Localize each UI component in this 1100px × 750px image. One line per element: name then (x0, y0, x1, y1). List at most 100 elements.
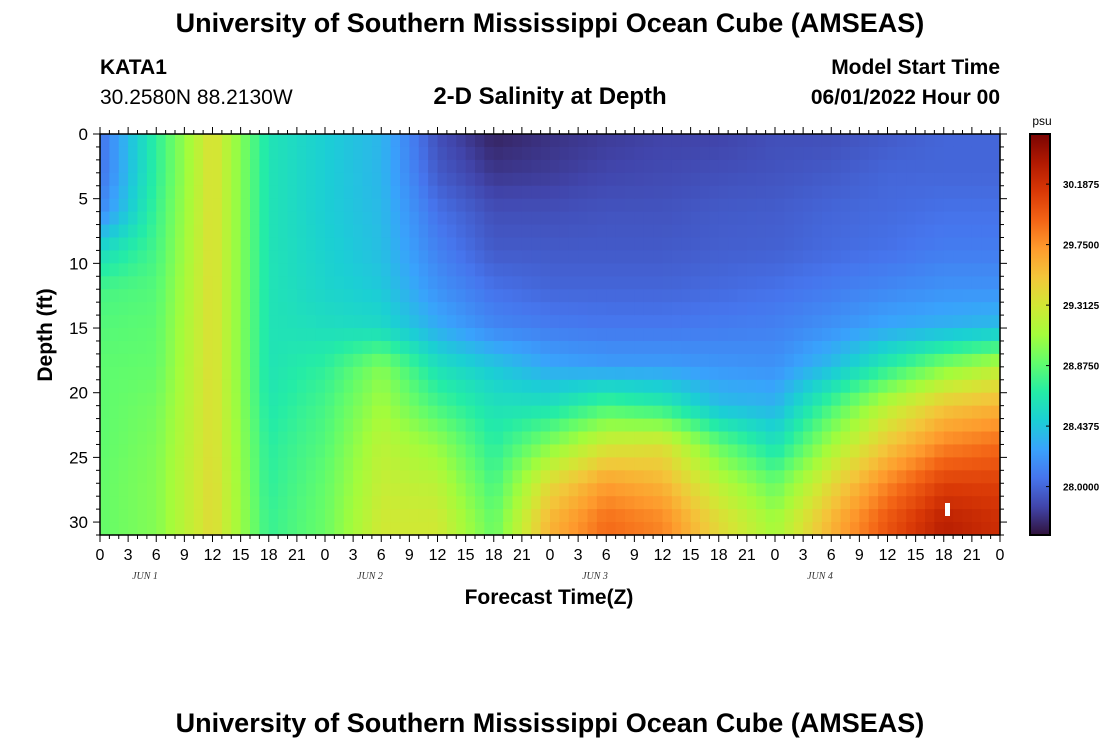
heatmap-cell (409, 431, 420, 446)
heatmap-cell (428, 302, 439, 316)
heatmap-cell (156, 496, 167, 510)
heatmap-cell (109, 328, 120, 342)
heatmap-cell (615, 146, 626, 161)
heatmap-cell (296, 457, 307, 471)
heatmap-cell (887, 224, 898, 239)
heatmap-cell (250, 405, 260, 420)
heatmap-cell (409, 522, 420, 536)
heatmap-cell (390, 302, 401, 316)
heatmap-cell (606, 470, 617, 484)
heatmap-cell (568, 328, 579, 342)
heatmap-cell (981, 237, 992, 252)
heatmap-cell (868, 159, 879, 174)
heatmap-cell (634, 302, 645, 316)
heatmap-cell (268, 289, 279, 303)
heatmap-cell (212, 315, 223, 329)
heatmap-cell (671, 159, 682, 174)
heatmap-cell (409, 134, 420, 148)
heatmap-cell (193, 353, 204, 368)
heatmap-cell (390, 134, 401, 148)
heatmap-cell (606, 444, 617, 458)
heatmap-cell (671, 315, 682, 329)
heatmap-cell (559, 353, 570, 368)
heatmap-cell (268, 509, 279, 523)
heatmap-cell (962, 405, 973, 420)
heatmap-cell (653, 198, 664, 213)
heatmap-cell (671, 366, 682, 381)
heatmap-cell (887, 302, 898, 316)
heatmap-cell (615, 418, 626, 433)
heatmap-cell (540, 276, 551, 290)
heatmap-cell (803, 146, 814, 161)
heatmap-cell (259, 315, 270, 329)
heatmap-cell (615, 289, 626, 303)
heatmap-cell (821, 198, 832, 213)
heatmap-cell (625, 302, 635, 316)
heatmap-cell (503, 198, 514, 213)
heatmap-cell (990, 159, 1001, 174)
heatmap-cell (671, 457, 682, 471)
heatmap-cell (371, 522, 382, 536)
heatmap-cell (268, 470, 279, 484)
heatmap-cell (831, 328, 842, 342)
heatmap-cell (568, 211, 579, 226)
heatmap-cell (690, 405, 701, 420)
heatmap-cell (850, 237, 860, 252)
heatmap-cell (559, 340, 570, 355)
heatmap-cell (568, 522, 579, 536)
heatmap-cell (850, 366, 860, 381)
heatmap-cell (896, 431, 907, 446)
heatmap-cell (184, 509, 195, 523)
heatmap-cell (737, 224, 748, 239)
heatmap-cell (165, 302, 176, 316)
heatmap-cell (306, 185, 317, 200)
heatmap-cell (475, 172, 485, 187)
heatmap-cell (587, 146, 598, 161)
heatmap-cell (212, 431, 223, 446)
heatmap-cell (250, 444, 260, 458)
heatmap-cell (653, 159, 664, 174)
heatmap-cell (634, 470, 645, 484)
heatmap-cell (137, 250, 148, 264)
heatmap-cell (775, 496, 785, 510)
heatmap-cell (446, 470, 457, 484)
heatmap-cell (700, 431, 710, 446)
heatmap-cell (700, 444, 710, 458)
heatmap-cell (250, 211, 260, 226)
heatmap-cell (146, 211, 157, 226)
heatmap-cell (334, 250, 345, 264)
heatmap-cell (175, 366, 185, 381)
heatmap-cell (615, 366, 626, 381)
heatmap-cell (634, 328, 645, 342)
heatmap-cell (578, 340, 589, 355)
heatmap-cell (353, 198, 364, 213)
heatmap-cell (371, 315, 382, 329)
heatmap-cell (896, 353, 907, 368)
heatmap-cell (315, 237, 326, 252)
heatmap-cell (231, 340, 242, 355)
heatmap-cell (259, 172, 270, 187)
heatmap-cell (728, 198, 739, 213)
heatmap-cell (212, 366, 223, 381)
heatmap-cell (662, 159, 673, 174)
heatmap-cell (221, 509, 232, 523)
heatmap-cell (971, 340, 982, 355)
heatmap-cell (606, 353, 617, 368)
heatmap-cell (906, 483, 917, 497)
heatmap-cell (953, 509, 964, 523)
heatmap-cell (821, 496, 832, 510)
heatmap-cell (784, 250, 795, 264)
heatmap-cell (315, 328, 326, 342)
heatmap-cell (137, 457, 148, 471)
heatmap-cell (953, 276, 964, 290)
heatmap-cell (465, 392, 476, 407)
heatmap-cell (653, 353, 664, 368)
heatmap-cell (681, 366, 692, 381)
heatmap-cell (850, 483, 860, 497)
heatmap-cell (615, 328, 626, 342)
heatmap-cell (437, 353, 448, 368)
heatmap-cell (859, 470, 870, 484)
heatmap-cell (784, 431, 795, 446)
heatmap-cell (718, 366, 729, 381)
heatmap-cell (343, 250, 354, 264)
